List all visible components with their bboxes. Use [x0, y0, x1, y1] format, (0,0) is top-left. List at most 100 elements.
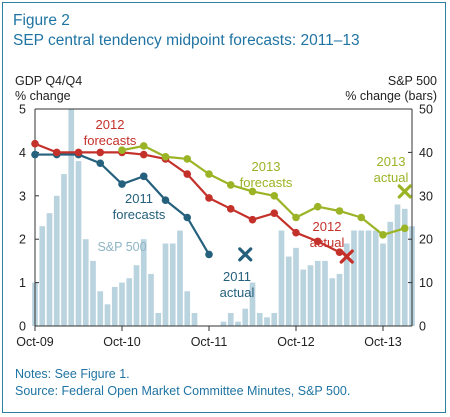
sp500-bar: [140, 239, 147, 326]
sp500-bar: [264, 317, 270, 326]
sp500-bar: [249, 282, 256, 326]
sp500-bar: [133, 265, 140, 326]
series-point: [161, 152, 170, 161]
left-axis-label-line2: % change: [15, 89, 71, 103]
left-tick-label: 1: [19, 276, 26, 290]
series-point: [183, 213, 192, 222]
actual-2012-label-line2: actual: [310, 235, 345, 250]
sp500-bar: [242, 308, 249, 326]
sp500-bar: [227, 312, 234, 326]
sp500-bar: [126, 278, 133, 326]
sp500-bar: [148, 273, 154, 326]
series-point: [226, 181, 235, 189]
series-point: [270, 209, 279, 217]
series-point: [270, 192, 279, 200]
sp500-bar: [343, 243, 350, 326]
sp500-bar: [314, 260, 321, 326]
sp500-bar: [82, 239, 89, 326]
sp500-bar: [300, 269, 307, 326]
actual-x-marker: [238, 247, 253, 262]
figure-number: Figure 2: [13, 12, 70, 29]
series-2011-label-line2: forecasts: [113, 207, 166, 222]
right-axis-label-line1: S&P 500: [388, 74, 437, 88]
sp500-bar: [191, 312, 198, 326]
sp500-bar: [329, 278, 336, 326]
sp500-bar: [111, 286, 118, 326]
series-point: [183, 155, 192, 163]
left-tick-label: 4: [19, 146, 26, 160]
sp500-bar: [61, 174, 67, 326]
series-point: [292, 228, 300, 237]
series-point: [205, 250, 213, 259]
sp500-bar: [75, 161, 82, 326]
sp500-bar: [285, 256, 292, 326]
x-stroke: [339, 249, 354, 264]
series-2013-label-line2: forecasts: [240, 175, 293, 190]
series-point: [139, 150, 148, 159]
sp500-bar: [358, 230, 365, 326]
series-point: [118, 146, 126, 155]
series-point: [139, 172, 148, 181]
sp500-bars: [32, 109, 415, 326]
series-point: [248, 215, 257, 224]
series-point: [292, 213, 300, 222]
series-point: [31, 139, 39, 148]
left-tick-label: 0: [19, 320, 26, 334]
sp500-bar: [278, 230, 285, 326]
sp500-bar: [351, 230, 357, 326]
right-tick-label: 10: [419, 276, 433, 290]
sp500-bar: [162, 243, 169, 326]
notes-line: Notes: See Figure 1.: [15, 367, 130, 381]
x-tick-label: Oct-10: [103, 335, 141, 349]
sp500-bar: [104, 304, 111, 326]
series-point: [183, 170, 192, 178]
left-tick-label: 3: [19, 189, 26, 203]
left-tick-label: 2: [19, 233, 26, 247]
x-tick-label: Oct-11: [191, 335, 228, 349]
series-point: [74, 148, 83, 157]
forecast-lines: [31, 139, 412, 264]
right-tick-label: 0: [419, 320, 426, 334]
sp500-bar: [256, 312, 263, 326]
sp500-bar: [380, 243, 386, 326]
sp500-bar: [46, 213, 53, 326]
sp500-bar: [220, 321, 227, 326]
series-point: [96, 159, 105, 168]
sp500-bar: [169, 243, 176, 326]
figure-panel: Figure 2 SEP central tendency midpoint f…: [2, 2, 446, 413]
series-point: [335, 207, 344, 215]
sp500-bar: [39, 226, 46, 326]
series-point: [313, 237, 322, 246]
right-axis-label-line2: % change (bars): [345, 89, 437, 103]
actual-2012-label-line1: 2012: [313, 219, 342, 234]
right-tick-label: 20: [419, 233, 433, 247]
x-stroke: [397, 184, 412, 199]
series-point: [118, 180, 126, 188]
series-point: [357, 213, 366, 222]
left-axis-label-line1: GDP Q4/Q4: [15, 74, 82, 88]
actual-2013-label-line2: actual: [374, 170, 409, 185]
sp500-bar: [177, 230, 183, 326]
sp500-bar: [184, 291, 191, 326]
series-point: [96, 148, 105, 157]
sp500-bar: [365, 230, 372, 326]
figure-title: SEP central tendency midpoint forecasts:…: [13, 32, 360, 49]
source-line: Source: Federal Open Market Committee Mi…: [15, 384, 351, 398]
right-tick-label: 50: [419, 103, 433, 117]
series-2012-label-line1: 2012: [96, 117, 125, 132]
series-point: [139, 142, 148, 150]
sp500-bar: [97, 291, 104, 326]
x-tick-label: Oct-12: [277, 335, 315, 349]
sp500-bar: [394, 204, 401, 326]
series-point: [226, 205, 235, 213]
actual-2011-label-line2: actual: [220, 285, 255, 300]
sp500-bar: [322, 260, 328, 326]
sp500-bar: [293, 247, 299, 326]
series-point: [205, 170, 213, 178]
sp500-bar: [90, 260, 96, 326]
series-point: [161, 196, 170, 204]
sp500-bar: [155, 312, 162, 326]
series-point: [313, 202, 322, 211]
series-2013-label-line1: 2013: [252, 159, 281, 174]
